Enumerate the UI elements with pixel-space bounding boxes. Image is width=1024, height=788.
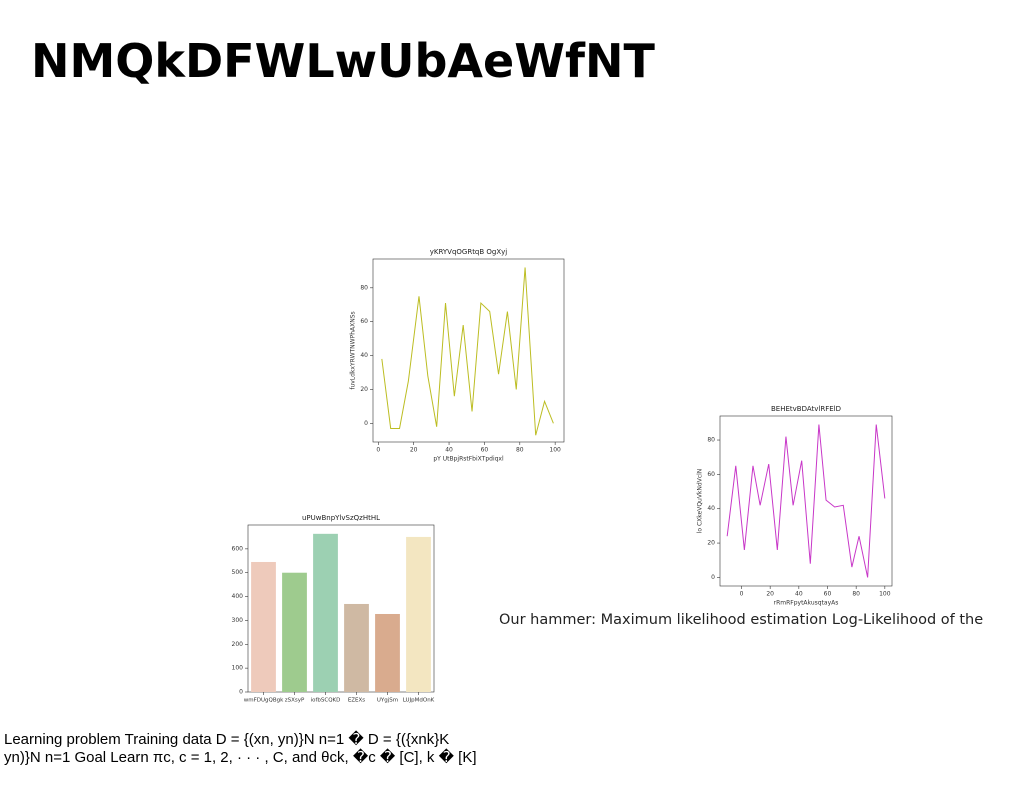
x-tick-label: 60	[481, 447, 489, 454]
y-tick-label: 0	[711, 574, 715, 581]
x-tick-label: 80	[516, 447, 524, 454]
text-line: yn)}N n=1 Goal Learn πc, c = 1, 2, · · ·…	[4, 749, 477, 766]
y-tick-label: 60	[360, 318, 368, 325]
chart-title: BEHEtvBDAtvlRFElD	[771, 405, 841, 413]
x-tick-label: zSXsyP	[285, 698, 305, 704]
y-tick-label: 400	[232, 593, 244, 600]
caption: Our hammer: Maximum likelihood estimatio…	[499, 612, 984, 628]
y-tick-label: 200	[232, 641, 244, 648]
x-tick-label: 20	[410, 447, 418, 454]
text-line: Learning problem Training data D = {(xn,…	[4, 731, 450, 748]
x-tick-label: 0	[740, 591, 744, 598]
bar	[282, 572, 307, 692]
bar	[406, 536, 431, 692]
chart-title: uPUwBnpYlvSzQzHtHL	[302, 514, 380, 522]
x-tick-label: EZEXs	[348, 698, 365, 704]
y-tick-label: 20	[707, 540, 715, 547]
x-tick-label: iofbSCQKD	[311, 698, 341, 704]
y-tick-label: 0	[239, 689, 243, 696]
x-axis-label: rRmRFpytAkusqtayAs	[774, 600, 839, 607]
plot-frame	[719, 415, 893, 587]
plot-frame	[247, 524, 435, 693]
x-tick-label: 20	[766, 591, 774, 598]
bar	[375, 613, 400, 692]
plot-frame	[372, 258, 565, 443]
y-axis-label: fuvLdkxYRWTNWPhAXNSs	[350, 311, 357, 389]
x-tick-label: 40	[795, 591, 803, 598]
chart: yKRYVqOGRtqB OgXyj 0 20 40 60 80 0 20 40 60 80 100 p…	[350, 248, 565, 463]
x-axis-label: pY UtBpjRstFbiXTpdiqxl	[433, 456, 504, 463]
y-tick-label: 80	[360, 284, 368, 291]
bar	[313, 533, 338, 692]
bar	[251, 561, 276, 692]
x-tick-label: wmFDUgQBgk	[244, 698, 284, 704]
y-tick-label: 100	[232, 665, 244, 672]
line-series	[726, 424, 886, 578]
x-tick-label: 40	[445, 447, 453, 454]
bar	[344, 603, 369, 692]
y-tick-label: 300	[232, 617, 244, 624]
x-tick-label: 0	[376, 447, 380, 454]
y-tick-label: 40	[707, 505, 715, 512]
y-tick-label: 500	[232, 569, 244, 576]
y-tick-label: 20	[360, 386, 368, 393]
x-tick-label: LUJpMdOnK	[403, 698, 435, 704]
x-tick-label: UYgjSm	[377, 698, 398, 704]
y-tick-label: 0	[364, 420, 368, 427]
x-tick-label: 100	[549, 447, 561, 454]
y-axis-label: lo CXkeVQuVkNdVclN	[697, 469, 704, 534]
chart: BEHEtvBDAtvlRFElD 0 20 40 60 80 0 20 40 60 80 100 rR…	[697, 405, 893, 607]
x-tick-label: 60	[824, 591, 832, 598]
chart-title: yKRYVqOGRtqB OgXyj	[430, 248, 508, 256]
x-tick-label: 80	[852, 591, 860, 598]
y-tick-label: 40	[360, 352, 368, 359]
y-tick-label: 80	[707, 437, 715, 444]
y-tick-label: 60	[707, 471, 715, 478]
learning-text: Learning problem Training data D = {(xn,…	[4, 731, 477, 767]
y-tick-label: 600	[232, 545, 244, 552]
slide-title: NMQkDFWLwUbAeWfNT	[31, 34, 655, 88]
line-series	[381, 267, 554, 436]
chart: uPUwBnpYlvSzQzHtHL 0 100 200 300 400 500 600 wmF…	[232, 514, 435, 704]
x-tick-label: 100	[879, 591, 891, 598]
